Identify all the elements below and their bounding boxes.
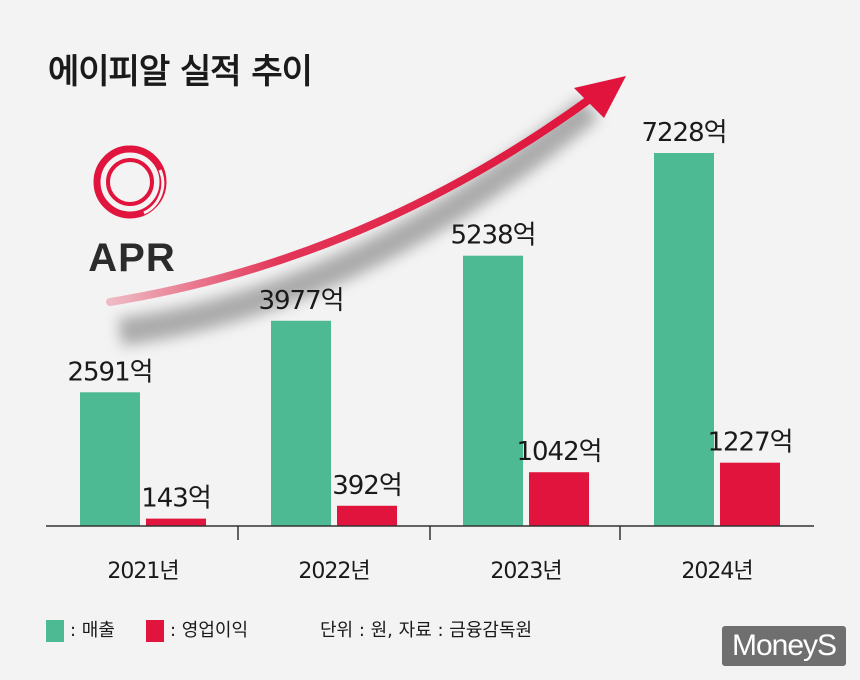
growth-arrow — [106, 76, 626, 346]
x-tick-label-1: 2021년 — [107, 559, 178, 584]
bar-revenue-2 — [271, 320, 331, 526]
legend-swatch-revenue — [46, 620, 64, 642]
x-tick-label-4: 2024년 — [681, 559, 752, 584]
x-axis: 2021년 2022년 2023년 2024년 — [46, 525, 814, 584]
bar-operating-profit-4 — [720, 462, 780, 526]
data-label-operating-profit-1: 143억 — [141, 484, 211, 514]
legend-label-operating-profit: : 영업이익 — [170, 620, 249, 641]
bars-layer: 2591억 143억 3977억 392억 5238억 1042억 7228억 1227억 — [67, 118, 794, 526]
data-label-operating-profit-2: 392억 — [332, 471, 402, 501]
x-tick-label-2: 2022년 — [298, 559, 369, 584]
legend-item-revenue: : 매출 — [46, 616, 115, 642]
bar-revenue-3 — [463, 255, 523, 526]
bar-operating-profit-1 — [146, 518, 206, 526]
legend-label-revenue: : 매출 — [70, 620, 115, 641]
x-tick-label-3: 2023년 — [490, 559, 561, 584]
chart-title: 에이피알 실적 추이 — [48, 52, 313, 92]
data-label-operating-profit-4: 1227억 — [707, 428, 792, 458]
logo-ring-icon — [93, 145, 167, 219]
data-label-operating-profit-3: 1042억 — [516, 437, 601, 467]
bar-operating-profit-2 — [337, 505, 397, 526]
source-note: 단위 : 원, 자료 : 금융감독원 — [320, 620, 533, 641]
data-label-revenue-2: 3977억 — [258, 286, 343, 316]
legend-item-operating-profit: : 영업이익 — [146, 616, 248, 642]
bar-operating-profit-3 — [529, 472, 589, 526]
apr-logo: APR — [82, 140, 182, 280]
data-label-revenue-3: 5238억 — [450, 221, 535, 251]
bar-revenue-1 — [80, 392, 140, 526]
moneys-badge: MoneyS — [722, 626, 846, 666]
bar-revenue-4 — [654, 153, 714, 526]
data-label-revenue-1: 2591억 — [67, 357, 152, 387]
legend-swatch-operating-profit — [146, 620, 164, 642]
data-label-revenue-4: 7228억 — [641, 118, 726, 148]
logo-text: APR — [88, 236, 176, 280]
